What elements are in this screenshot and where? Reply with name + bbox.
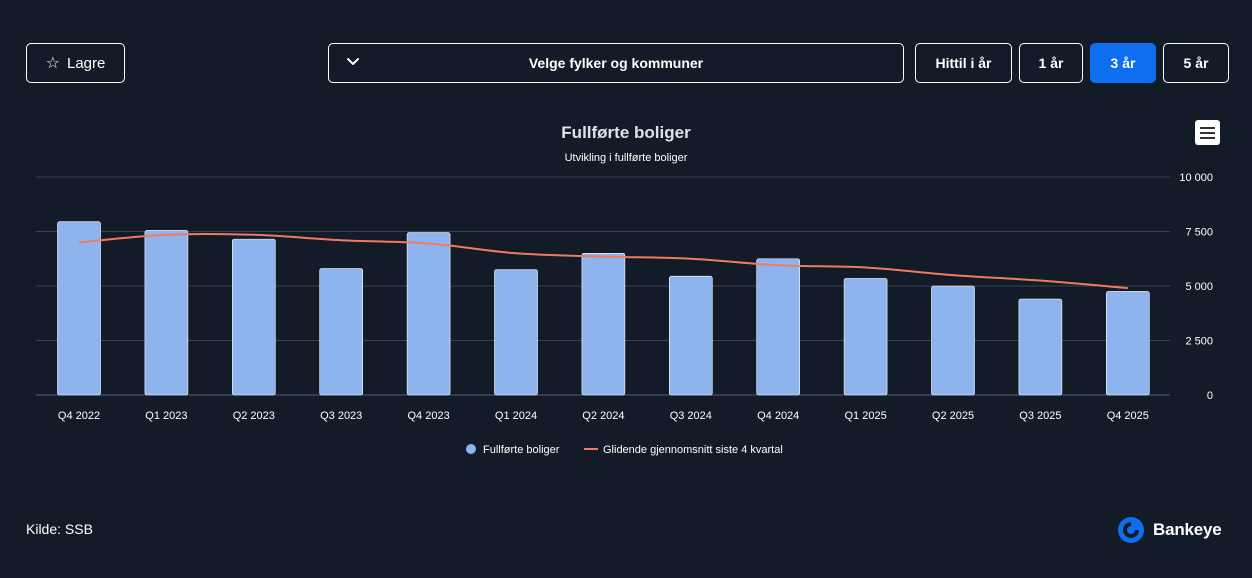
- save-button[interactable]: ☆ Lagre: [26, 43, 125, 83]
- bar[interactable]: [931, 285, 975, 396]
- region-select-label: Velge fylker og kommuner: [528, 55, 704, 71]
- chart: Fullførte boliger Utvikling i fullførte …: [36, 123, 1213, 456]
- region-select-button[interactable]: Velge fylker og kommuner: [328, 43, 904, 83]
- chart-title: Fullførte boliger: [561, 123, 691, 142]
- y-tick-label: 5 000: [1185, 281, 1213, 293]
- brand-logo: Bankeye: [1117, 516, 1222, 544]
- chart-menu-icon[interactable]: [1195, 120, 1220, 145]
- bar[interactable]: [1106, 291, 1150, 396]
- bar[interactable]: [57, 221, 101, 396]
- x-tick-label: Q1 2024: [495, 410, 537, 422]
- star-icon: ☆: [45, 55, 60, 72]
- legend-line-label[interactable]: Glidende gjennomsnitt siste 4 kvartal: [603, 444, 783, 456]
- bar[interactable]: [494, 269, 538, 396]
- period-tab-1y[interactable]: 1 år: [1019, 43, 1083, 83]
- moving-average-line[interactable]: [78, 232, 1128, 290]
- source-label: Kilde: SSB: [26, 521, 93, 537]
- bar[interactable]: [843, 278, 888, 396]
- legend-bar-marker: [466, 444, 476, 454]
- y-tick-label: 10 000: [1179, 172, 1213, 184]
- bar[interactable]: [406, 232, 451, 396]
- period-tab-5y[interactable]: 5 år: [1163, 43, 1229, 83]
- bar[interactable]: [1018, 298, 1063, 396]
- bankeye-logo-icon: [1118, 517, 1144, 543]
- period-tab-ytd[interactable]: Hittil i år: [915, 43, 1012, 83]
- x-tick-label: Q2 2023: [233, 410, 275, 422]
- x-tick-label: Q3 2023: [320, 410, 362, 422]
- bar[interactable]: [581, 253, 626, 396]
- x-tick-label: Q4 2024: [757, 410, 799, 422]
- chevron-down-icon: [347, 58, 359, 65]
- y-tick-label: 2 500: [1185, 336, 1213, 348]
- bar[interactable]: [319, 268, 364, 396]
- bar[interactable]: [232, 238, 276, 396]
- x-tick-label: Q4 2023: [407, 410, 449, 422]
- chart-subtitle: Utvikling i fullførte boliger: [565, 152, 688, 164]
- x-tick-label: Q2 2024: [582, 410, 624, 422]
- bar[interactable]: [756, 258, 801, 396]
- bar[interactable]: [144, 230, 189, 396]
- x-tick-label: Q3 2024: [670, 410, 712, 422]
- bar[interactable]: [668, 275, 713, 396]
- x-tick-label: Q2 2025: [932, 410, 974, 422]
- x-tick-label: Q1 2023: [145, 410, 187, 422]
- x-tick-label: Q3 2025: [1019, 410, 1061, 422]
- period-tab-3y[interactable]: 3 år: [1090, 43, 1156, 83]
- x-tick-label: Q4 2025: [1107, 410, 1149, 422]
- x-tick-label: Q1 2025: [844, 410, 886, 422]
- x-tick-label: Q4 2022: [58, 410, 100, 422]
- save-label: Lagre: [66, 54, 106, 72]
- legend-bar-label[interactable]: Fullførte boliger: [483, 444, 560, 456]
- y-tick-label: 0: [1207, 390, 1213, 402]
- brand-name: Bankeye: [1153, 520, 1222, 539]
- y-tick-label: 7 500: [1185, 227, 1213, 239]
